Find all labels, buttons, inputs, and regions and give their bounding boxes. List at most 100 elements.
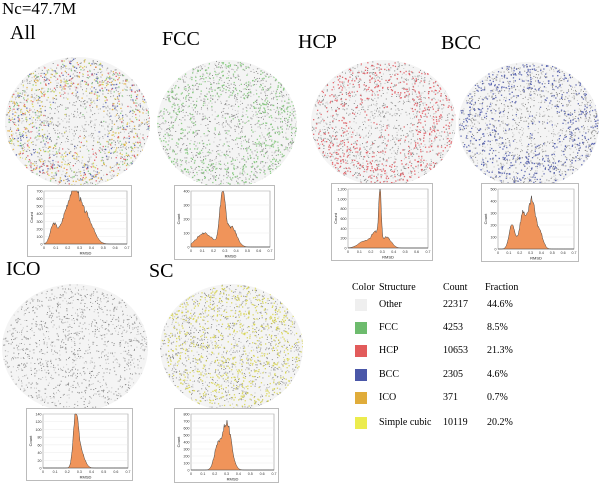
histogram-hcp: 1,200 1,000 800 600 400 200 0 0 0.1 0.2 0.3 0.4 0.5 0… bbox=[331, 183, 433, 261]
legend-count: 22317 bbox=[443, 299, 468, 310]
legend-structure: Simple cubic bbox=[379, 417, 432, 428]
histogram-xtick: 0.4 bbox=[89, 246, 94, 250]
histogram-xtick: 0.6 bbox=[113, 246, 118, 250]
histogram-ytick: 400 bbox=[184, 441, 190, 445]
histogram-xtick: 0.2 bbox=[368, 250, 373, 254]
histogram-xtick: 0.5 bbox=[248, 472, 253, 476]
histogram-fcc: 400 300 200 100 0 0 0.1 0.2 0.3 0.4 0.5 0.6 0.7 Count… bbox=[174, 185, 275, 260]
legend-fraction: 0.7% bbox=[487, 392, 508, 403]
histogram-xtick: 0.7 bbox=[572, 251, 577, 255]
histogram-ytick: 500 bbox=[37, 205, 43, 209]
legend-row: FCC 4253 8.5% bbox=[352, 321, 592, 335]
legend-structure: BCC bbox=[379, 369, 400, 380]
histogram-xtick: 0 bbox=[347, 250, 349, 254]
panel-label-hcp: HCP bbox=[298, 31, 337, 53]
histogram-xtick: 0.7 bbox=[126, 470, 131, 474]
panel-label-sc: SC bbox=[149, 260, 174, 282]
legend-structure: HCP bbox=[379, 345, 399, 356]
legend-row: BCC 2305 4.6% bbox=[352, 368, 592, 382]
histogram-ytick: 1,000 bbox=[338, 197, 347, 201]
legend-fraction: 21.3% bbox=[487, 345, 513, 356]
histogram-ytick: 0 bbox=[495, 248, 497, 252]
histogram-xtick: 0 bbox=[42, 470, 44, 474]
legend-row: Simple cubic 10119 20.2% bbox=[352, 416, 592, 430]
sphere-hcp bbox=[311, 60, 456, 186]
histogram-ytick: 700 bbox=[37, 190, 43, 194]
histogram-ylabel: Count bbox=[176, 213, 181, 225]
histogram-area bbox=[43, 413, 128, 469]
histogram-xtick: 0.1 bbox=[506, 251, 511, 255]
histogram-xlabel: RMSD bbox=[80, 251, 92, 256]
histogram-xtick: 0.1 bbox=[53, 470, 58, 474]
histogram-ytick: 0 bbox=[41, 243, 43, 247]
histogram-xtick: 0.3 bbox=[222, 249, 227, 253]
histogram-ylabel: Count bbox=[333, 212, 338, 224]
legend-count: 4253 bbox=[443, 322, 463, 333]
histogram-xtick: 0 bbox=[43, 246, 45, 250]
histogram-ylabel: Count bbox=[483, 213, 488, 225]
histogram-xtick: 0.2 bbox=[65, 246, 70, 250]
legend-count: 371 bbox=[443, 392, 458, 403]
legend-structure: FCC bbox=[379, 322, 398, 333]
legend-header-fraction: Fraction bbox=[485, 282, 519, 293]
panel-label-ico: ICO bbox=[6, 258, 41, 280]
histogram-xtick: 0.3 bbox=[77, 470, 82, 474]
histogram-ytick: 200 bbox=[184, 218, 190, 222]
legend-swatch-fcc bbox=[355, 322, 367, 334]
histogram-area bbox=[190, 190, 270, 248]
histogram-xtick: 0.5 bbox=[403, 250, 408, 254]
legend-fraction: 44.6% bbox=[487, 299, 513, 310]
legend-header-structure: Structure bbox=[379, 282, 416, 293]
histogram-ytick: 100 bbox=[184, 462, 190, 466]
histogram-ytick: 300 bbox=[184, 204, 190, 208]
histogram-ytick: 400 bbox=[341, 227, 347, 231]
histogram-ytick: 700 bbox=[184, 420, 190, 424]
histogram-xlabel: RMSD bbox=[382, 255, 394, 260]
histogram-xtick: 0.1 bbox=[200, 249, 205, 253]
histogram-xtick: 0.6 bbox=[260, 472, 265, 476]
histogram-xlabel: RMSD bbox=[225, 254, 237, 259]
histogram-ytick: 100 bbox=[37, 235, 43, 239]
histogram-ytick: 20 bbox=[38, 459, 42, 463]
legend-header-color: Color bbox=[352, 282, 375, 293]
histogram-ytick: 0 bbox=[40, 467, 42, 471]
page-title: Nc=47.7M bbox=[2, 0, 77, 18]
histogram-xlabel: RMSD bbox=[227, 477, 239, 482]
legend-structure: Other bbox=[379, 299, 402, 310]
histogram-xtick: 0.4 bbox=[539, 251, 544, 255]
histogram-xtick: 0.5 bbox=[101, 470, 106, 474]
histogram-ytick: 400 bbox=[184, 190, 190, 194]
histogram-ytick: 120 bbox=[36, 420, 42, 424]
histogram-xtick: 0.6 bbox=[561, 251, 566, 255]
histogram-xtick: 0.3 bbox=[380, 250, 385, 254]
histogram-ytick: 140 bbox=[36, 413, 42, 417]
legend-row: ICO 371 0.7% bbox=[352, 391, 592, 405]
histogram-xlabel: RMSD bbox=[80, 475, 92, 480]
histogram-ytick: 0 bbox=[188, 246, 190, 250]
legend-structure: ICO bbox=[379, 392, 397, 403]
histogram-ytick: 0 bbox=[345, 247, 347, 251]
histogram-area bbox=[347, 188, 428, 249]
histogram-ytick: 300 bbox=[491, 212, 497, 216]
histogram-ytick: 40 bbox=[38, 451, 42, 455]
histogram-ytick: 100 bbox=[184, 232, 190, 236]
histogram-ytick: 60 bbox=[38, 443, 42, 447]
legend-swatch-sc bbox=[355, 417, 367, 429]
histogram-xtick: 0.7 bbox=[426, 250, 431, 254]
histogram-ytick: 600 bbox=[341, 217, 347, 221]
legend-fraction: 4.6% bbox=[487, 369, 508, 380]
panel-label-bcc: BCC bbox=[441, 32, 482, 54]
legend-swatch-ico bbox=[355, 392, 367, 404]
panel-label-all: All bbox=[10, 22, 36, 44]
histogram-xtick: 0.3 bbox=[528, 251, 533, 255]
histogram-xtick: 0.6 bbox=[113, 470, 118, 474]
histogram-xtick: 0.4 bbox=[89, 470, 94, 474]
histogram-xtick: 0.2 bbox=[212, 472, 217, 476]
histogram-xtick: 0.2 bbox=[211, 249, 216, 253]
histogram-ytick: 80 bbox=[38, 436, 42, 440]
histogram-ytick: 600 bbox=[37, 197, 43, 201]
legend-swatch-other bbox=[355, 299, 367, 311]
histogram-ytick: 300 bbox=[37, 220, 43, 224]
histogram-ytick: 600 bbox=[184, 427, 190, 431]
histogram-xtick: 0.2 bbox=[517, 251, 522, 255]
